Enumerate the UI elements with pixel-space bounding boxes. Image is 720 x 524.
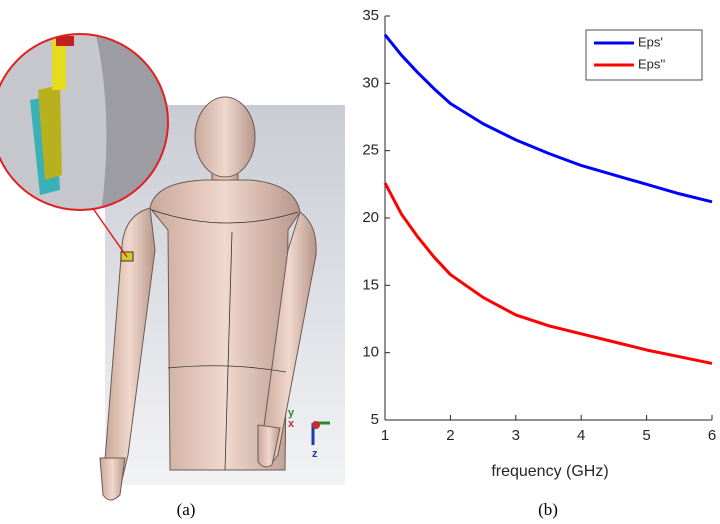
y-tick-label: 20 (362, 209, 379, 226)
chart: 5 10 15 20 25 30 35 1 2 3 4 5 6 Eps' Eps'' (362, 7, 716, 444)
y-tick-label: 35 (362, 7, 379, 24)
series-line (383, 182, 713, 365)
x-tick-label: 6 (708, 427, 716, 444)
legend-label: Eps' (638, 34, 663, 49)
y-tick-label: 30 (362, 74, 379, 91)
x-tick-label: 3 (512, 427, 520, 444)
y-tick-label: 10 (362, 344, 379, 361)
inset-pointer (91, 206, 128, 258)
axis-label: z (312, 448, 318, 460)
x-tick-label: 5 (642, 427, 650, 444)
x-tick-label: 4 (577, 427, 585, 444)
series-line (383, 33, 713, 204)
y-tick-label: 15 (362, 276, 379, 293)
legend-label: Eps'' (638, 56, 665, 71)
caption: (b) (538, 500, 558, 519)
axis-label: x (288, 418, 295, 430)
mannequin (99, 96, 317, 501)
legend: Eps' Eps'' (585, 29, 703, 81)
figure-a: y x z (a) (0, 33, 345, 519)
x-tick-label: 2 (446, 427, 454, 444)
legend-box (585, 29, 703, 81)
inset-detail (30, 34, 168, 210)
x-axis-label: frequency (GHz) (491, 463, 608, 480)
caption: (a) (177, 500, 196, 519)
axis-x-dot (312, 421, 320, 429)
inset-border (0, 33, 169, 211)
mannequin-seams (151, 209, 299, 471)
y-tick-label: 5 (371, 411, 379, 428)
axis-label: y (288, 407, 295, 419)
y-tick-label: 25 (362, 142, 379, 159)
x-tick-label: 1 (381, 427, 389, 444)
